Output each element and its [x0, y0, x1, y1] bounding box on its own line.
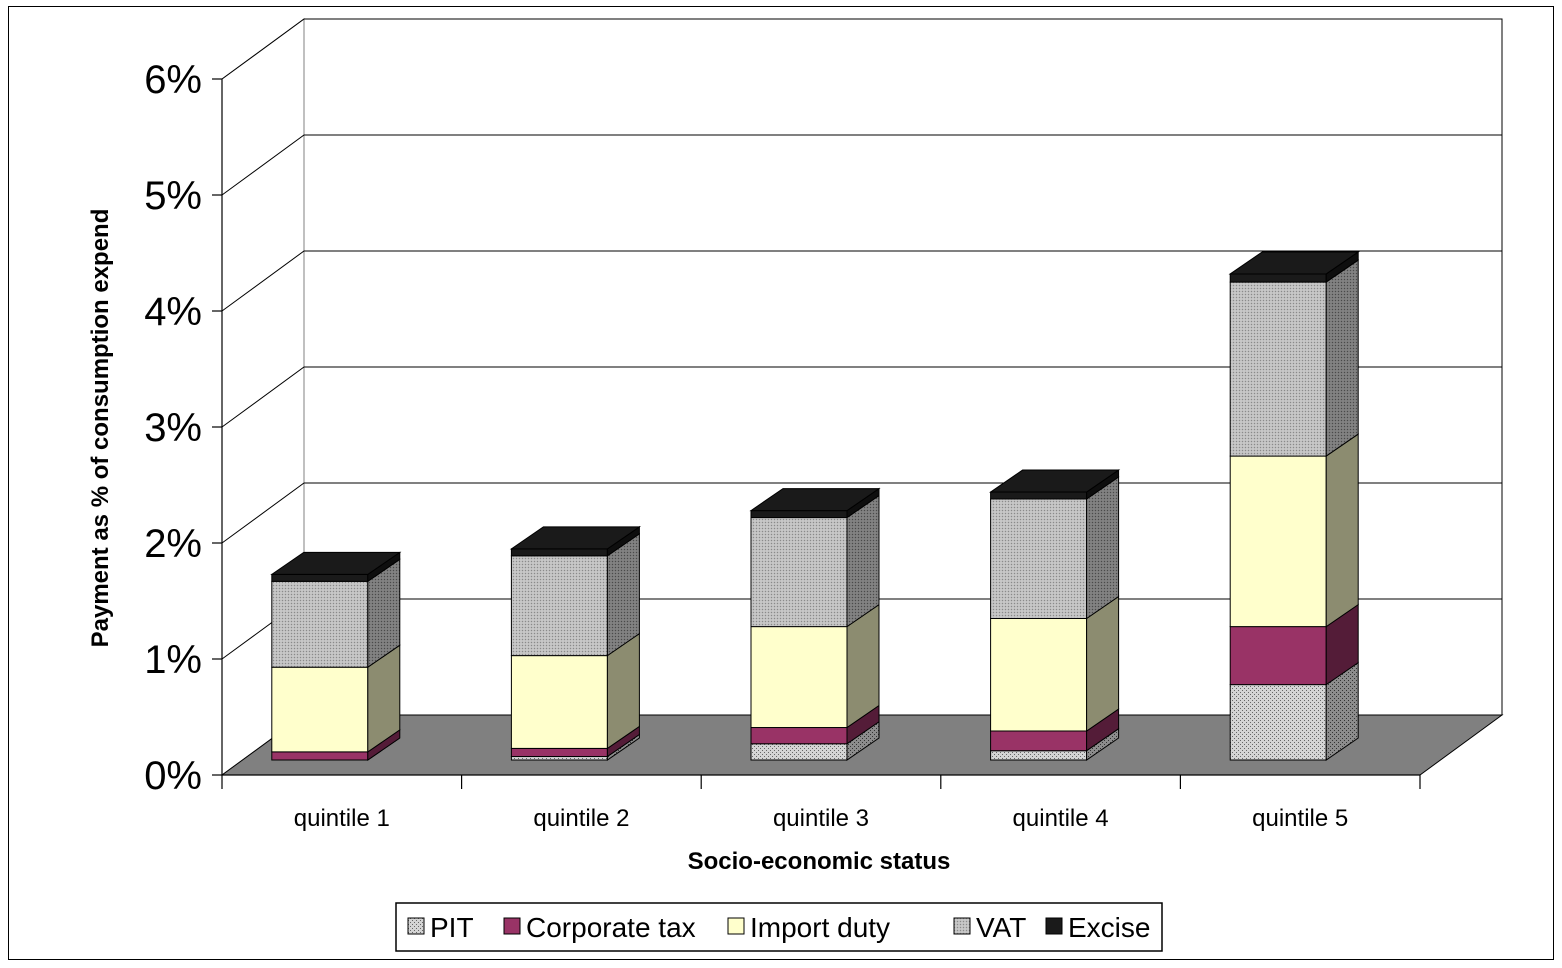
bar-excise-q2-front — [510, 548, 608, 557]
bar-import-duty-q5-front — [1229, 455, 1327, 628]
bar-stack-1 — [270, 551, 402, 761]
legend: PIT Corporate tax Import duty VAT Excise — [395, 902, 1163, 952]
bar-pit-q3-front — [750, 743, 848, 761]
gridline — [221, 18, 1502, 80]
bar-excise-q3-front — [750, 510, 848, 519]
y-tick-label: 1% — [144, 638, 202, 682]
legend-label-4: VAT — [976, 912, 1026, 943]
bar-import-duty-q3-front — [750, 626, 848, 729]
bar-vat-q1-front — [271, 580, 369, 668]
bar-excise-q4-top — [988, 469, 1121, 493]
bar-excise-q3-top — [749, 488, 881, 512]
legend-swatch-2 — [503, 917, 521, 935]
y-tick-label: 3% — [144, 406, 202, 450]
legend-box — [395, 902, 1163, 952]
bar-vat-q5-front — [1229, 281, 1327, 457]
bar-import-duty-q4 — [990, 595, 1120, 732]
bar-excise-q4-front — [990, 491, 1088, 500]
bar-import-duty-q1 — [271, 644, 401, 753]
bar-excise-q1 — [270, 551, 402, 583]
bar-vat-q4-front — [990, 498, 1088, 619]
bar-corporate-tax-q1-front — [271, 751, 369, 761]
bar-vat-q4-side — [1086, 476, 1120, 620]
x-tick-labels: quintile 1 quintile 2 quintile 3 quintile 4… — [294, 805, 1348, 832]
bar-import-duty-q2-front — [510, 655, 608, 749]
bar-excise-q1-top — [270, 551, 402, 575]
bar-import-duty-q5-side — [1325, 433, 1359, 628]
bar-pit-q5 — [1229, 661, 1359, 761]
bar-pit-q3 — [750, 720, 880, 761]
bar-excise-q5-front — [1229, 273, 1327, 283]
gridline — [221, 366, 1502, 428]
bars-group — [270, 251, 1360, 761]
bar-import-duty-q3 — [750, 603, 880, 729]
x-tick-label: quintile 1 — [294, 805, 390, 832]
bar-vat-q3 — [750, 494, 880, 628]
bar-excise-q5 — [1228, 251, 1360, 284]
y-tick-label: 2% — [144, 522, 202, 566]
bar-corporate-tax-q4-front — [990, 730, 1088, 752]
x-tick-label: quintile 2 — [533, 805, 629, 832]
bar-excise-q1-front — [271, 573, 369, 582]
legend-swatch-4 — [953, 917, 971, 935]
legend-label-3: Import duty — [750, 912, 890, 943]
y-tick-label: 6% — [144, 58, 202, 102]
bar-import-duty-q5 — [1229, 433, 1359, 628]
bar-vat-q2 — [510, 532, 640, 657]
bar-excise-q2-top — [509, 526, 642, 550]
bar-import-duty-q4-side — [1086, 595, 1120, 732]
y-tick-label: 0% — [144, 754, 202, 798]
bar-stack-3 — [749, 487, 881, 761]
y-tick-label: 4% — [144, 290, 202, 334]
bar-import-duty-q1-front — [271, 666, 369, 753]
x-axis-title: Socio-economic status — [688, 848, 951, 875]
bar-vat-q5 — [1229, 259, 1359, 458]
x-tick-label: quintile 3 — [773, 805, 869, 832]
legend-label-2: Corporate tax — [526, 912, 696, 943]
legend-swatch-3 — [727, 917, 745, 935]
legend-label-5: Excise — [1068, 912, 1150, 943]
legend-label-1: PIT — [430, 912, 474, 943]
bar-excise-q4 — [988, 469, 1121, 500]
bar-stack-4 — [988, 469, 1121, 761]
bar-pit-q4-front — [990, 750, 1088, 761]
gridline — [221, 250, 1502, 312]
bar-pit-q5-front — [1229, 684, 1327, 761]
bar-vat-q2-front — [510, 555, 608, 657]
bar-vat-q5-side — [1325, 259, 1359, 458]
bar-vat-q3-side — [846, 494, 880, 628]
bar-import-duty-q2 — [510, 632, 640, 750]
y-axis-title: Payment as % of consumption expend — [87, 209, 114, 648]
axes — [212, 78, 1421, 789]
bar-excise-q2 — [509, 525, 642, 557]
bar-corporate-tax-q2-front — [510, 747, 608, 758]
bar-corporate-tax-q3-front — [750, 727, 848, 745]
x-tick-label: quintile 4 — [1013, 805, 1109, 832]
bar-import-duty-q4-front — [990, 617, 1088, 732]
bar-pit-q2-front — [510, 756, 608, 761]
bar-corporate-tax-q5-front — [1229, 626, 1327, 686]
bar-excise-q3 — [749, 487, 881, 519]
y-tick-label: 5% — [144, 174, 202, 218]
legend-swatch-1 — [407, 917, 425, 935]
gridline — [221, 134, 1502, 196]
bar-stack-2 — [509, 525, 642, 761]
bar-corporate-tax-q4 — [990, 708, 1120, 752]
x-tick-label: quintile 5 — [1252, 805, 1348, 832]
legend-swatch-5 — [1045, 917, 1063, 935]
bar-vat-q1 — [271, 558, 401, 669]
bar-excise-q5-top — [1228, 251, 1360, 275]
y-tick-labels: 0% 1% 2% 3% 4% 5% 6% — [144, 58, 202, 798]
bar-vat-q3-front — [750, 517, 848, 628]
bar-stack-5 — [1228, 251, 1360, 761]
bar-corporate-tax-q3 — [750, 704, 880, 745]
